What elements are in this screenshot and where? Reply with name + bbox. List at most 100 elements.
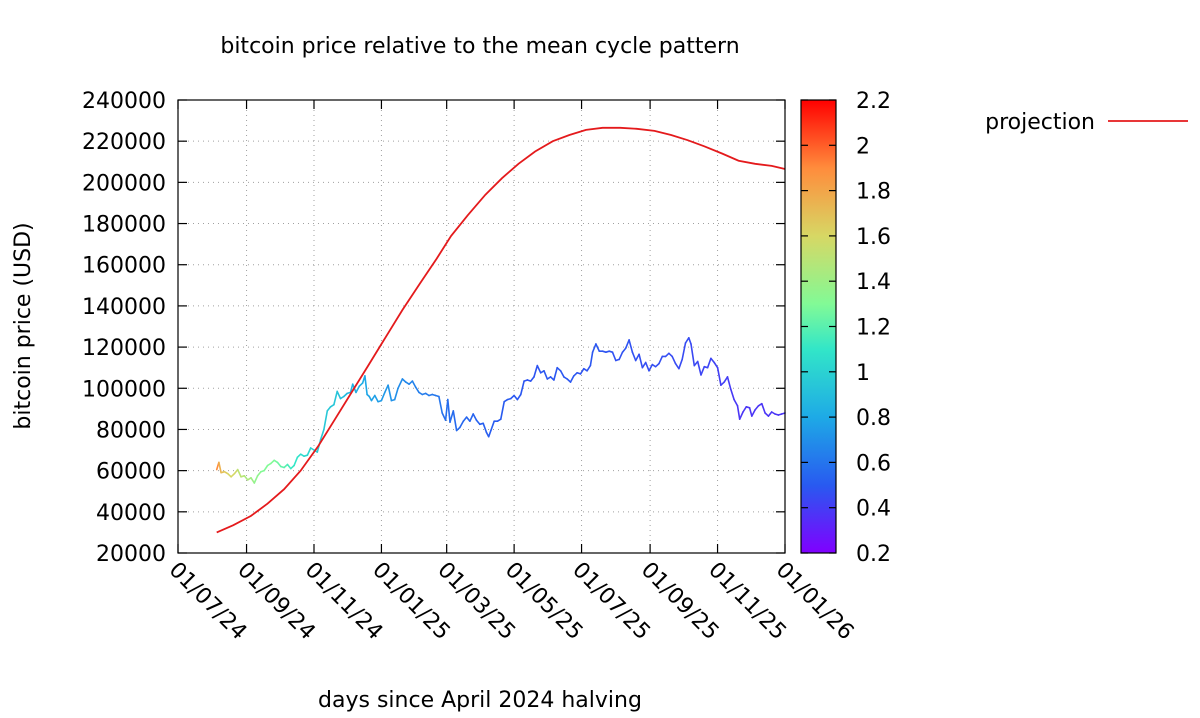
price-segment [355,385,361,394]
price-segment [690,343,696,367]
price-segment [591,343,597,354]
price-segment [648,363,654,372]
y-tick-label: 240000 [82,89,166,114]
x-axis: 01/07/2401/09/2401/11/2401/01/2501/03/25… [164,100,858,645]
price-series-line [215,336,786,484]
x-axis-label: days since April 2024 halving [318,688,642,713]
price-segment [380,391,386,402]
price-segment [411,380,417,389]
colorbar-tick-label: 1.4 [856,270,891,295]
price-segment [499,400,506,421]
price-segment [218,461,222,474]
y-tick-label: 40000 [96,501,166,526]
price-segment [253,474,259,484]
price-segment [543,369,549,380]
price-segment [487,429,492,438]
price-segment [263,464,269,472]
colorbar-tick-label: 2.2 [856,89,891,114]
colorbar-tick-label: 1 [856,361,870,386]
price-segment [446,398,451,424]
price-segment [631,351,637,362]
price-segment [469,413,475,423]
y-axis-label: bitcoin price (USD) [11,222,36,429]
y-tick-label: 20000 [96,542,166,567]
price-segment [687,336,692,345]
price-segment [519,380,525,396]
price-segment [364,375,368,396]
price-segment [674,362,680,370]
price-segment [349,383,354,394]
legend-label-projection: projection [985,110,1095,135]
price-segment [472,413,478,422]
plot-area [215,126,786,534]
y-tick-label: 60000 [96,460,166,485]
price-segment [553,366,559,381]
price-segment [638,353,644,369]
projection-series-line [216,126,786,534]
price-segment [748,406,753,417]
price-segment [333,390,339,406]
price-segment [459,420,465,429]
price-segment [256,470,262,477]
price-segment [644,361,650,372]
legend: projection [985,110,1188,135]
price-segment [513,394,519,401]
price-segment [516,393,522,401]
price-segment [559,369,565,378]
price-segment [373,394,379,403]
price-segment [684,336,690,344]
price-segment [306,447,312,457]
price-segment [658,355,664,365]
y-tick-label: 80000 [96,418,166,443]
colorbar-tick-label: 0.2 [856,542,891,567]
price-segment [713,361,719,369]
price-segment [586,364,592,372]
price-segment [490,420,496,432]
colorbar-tick-label: 0.6 [856,451,891,476]
colorbar-tick-label: 0.4 [856,497,891,522]
price-segment [729,388,735,401]
colorbar-ticks: 0.2 0.4 0.6 0.8 1 1.2 1.4 1.6 1.8 2 2.2 [801,89,891,567]
grid-lines [178,100,785,553]
price-segment [754,404,760,411]
price-segment [733,398,739,407]
colorbar-tick-label: 1.8 [856,180,891,205]
price-segment [323,410,329,431]
price-segment [750,409,756,417]
price-segment [760,402,766,414]
price-segment [449,410,455,424]
y-tick-label: 120000 [82,336,166,361]
price-segment [738,411,744,421]
price-segment [716,366,722,387]
plot-frame [177,99,786,554]
price-segment [536,364,542,374]
colorbar-tick-label: 0.8 [856,406,891,431]
price-segment [533,364,539,378]
price-segment [621,347,627,354]
price-segment [393,387,399,401]
colorbar: 0.2 0.4 0.6 0.8 1 1.2 1.4 1.6 1.8 2 2.2 [800,89,891,567]
price-segment [742,405,748,413]
price-segment [624,339,630,349]
price-segment [628,339,634,354]
price-segment [236,468,242,478]
price-segment [286,463,292,470]
y-tick-label: 220000 [82,130,166,155]
price-segment [397,378,404,390]
price-segment [319,428,325,441]
price-segment [529,376,535,382]
y-tick-label: 140000 [82,295,166,320]
price-segment [276,461,282,468]
price-segment [641,361,647,369]
y-tick-label: 100000 [82,377,166,402]
price-segment [579,367,585,375]
price-segment [438,395,444,414]
price-segment [482,422,488,434]
price-segment [387,384,393,402]
price-segment [414,386,420,394]
price-segment [671,355,677,365]
price-segment [569,375,575,383]
price-segment [618,351,624,361]
colorbar-tick-label: 1.6 [856,225,891,250]
price-segment [243,474,249,481]
